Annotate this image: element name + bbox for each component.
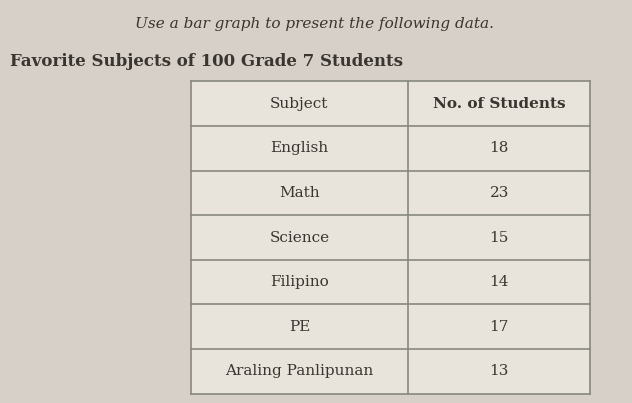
Text: Araling Panlipunan: Araling Panlipunan: [226, 364, 374, 378]
FancyBboxPatch shape: [191, 81, 590, 394]
Text: 15: 15: [489, 231, 509, 245]
Text: Subject: Subject: [270, 97, 329, 111]
Text: 17: 17: [489, 320, 509, 334]
Text: 13: 13: [489, 364, 509, 378]
Text: English: English: [270, 141, 329, 155]
Text: 18: 18: [489, 141, 509, 155]
Text: No. of Students: No. of Students: [433, 97, 566, 111]
Text: 23: 23: [489, 186, 509, 200]
Text: Math: Math: [279, 186, 320, 200]
Text: PE: PE: [289, 320, 310, 334]
Text: Science: Science: [269, 231, 329, 245]
Text: 14: 14: [489, 275, 509, 289]
Text: Use a bar graph to present the following data.: Use a bar graph to present the following…: [135, 17, 494, 31]
Text: Filipino: Filipino: [270, 275, 329, 289]
Text: Favorite Subjects of 100 Grade 7 Students: Favorite Subjects of 100 Grade 7 Student…: [10, 54, 403, 71]
